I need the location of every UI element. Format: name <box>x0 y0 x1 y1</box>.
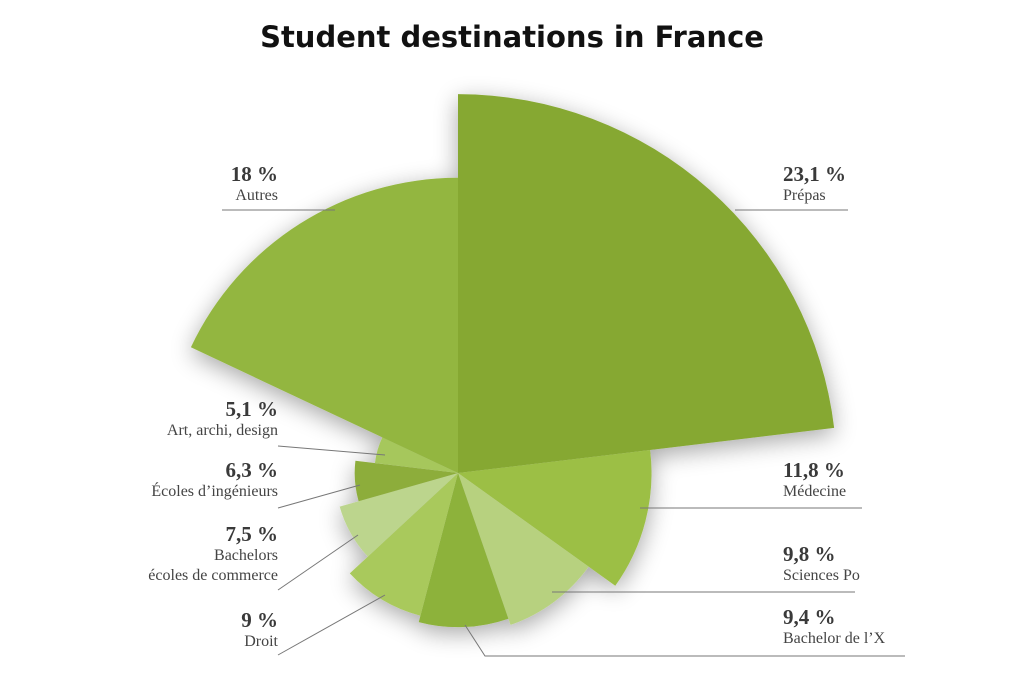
leader-line <box>277 445 386 456</box>
slice <box>458 94 835 473</box>
slice-label: 7,5 % Bachelors écoles de commerce <box>38 522 278 586</box>
slice <box>190 177 458 474</box>
category-label: Écoles d’ingénieurs <box>151 483 278 500</box>
value-label: 9 % <box>241 608 278 632</box>
slice <box>374 437 458 473</box>
slice-label: 6,3 % Écoles d’ingénieurs <box>38 458 278 502</box>
value-label: 7,5 % <box>225 522 279 546</box>
value-label: 18 % <box>230 162 278 186</box>
value-label: 5,1 % <box>225 397 279 421</box>
value-label: 11,8 % <box>783 458 845 482</box>
category-label: Bachelor de l’X <box>783 630 886 647</box>
slice-label: 9,4 % Bachelor de l’X <box>783 605 1023 649</box>
category-label: Bachelors écoles de commerce <box>148 547 278 584</box>
value-label: 6,3 % <box>225 458 279 482</box>
slice-label: 11,8 % Médecine <box>783 458 1023 502</box>
slice-label: 23,1 % Prépas <box>783 162 1023 206</box>
slice <box>354 460 458 502</box>
slices <box>190 94 835 628</box>
value-label: 9,8 % <box>783 542 836 566</box>
category-label: Autres <box>235 187 278 204</box>
leader-line <box>464 624 905 657</box>
slice-label: 9 % Droit <box>38 608 278 652</box>
value-label: 23,1 % <box>783 162 846 186</box>
slice-label: 9,8 % Sciences Po <box>783 542 1023 586</box>
category-label: Médecine <box>783 483 847 500</box>
category-label: Art, archi, design <box>166 422 278 439</box>
chart-title: Student destinations in France <box>260 20 764 54</box>
leaders <box>222 209 905 657</box>
slice <box>418 473 509 628</box>
leader-line <box>277 594 386 656</box>
leader-line <box>277 534 359 591</box>
slice <box>339 473 458 557</box>
slice <box>349 473 458 616</box>
value-label: 9,4 % <box>783 605 836 629</box>
slice <box>458 473 589 625</box>
leader-line <box>277 484 361 509</box>
slice-label: 18 % Autres <box>38 162 278 206</box>
slice-label: 5,1 % Art, archi, design <box>38 397 278 441</box>
category-label: Sciences Po <box>783 567 860 584</box>
category-label: Prépas <box>783 187 826 204</box>
slice <box>458 449 652 586</box>
category-label: Droit <box>244 633 278 650</box>
